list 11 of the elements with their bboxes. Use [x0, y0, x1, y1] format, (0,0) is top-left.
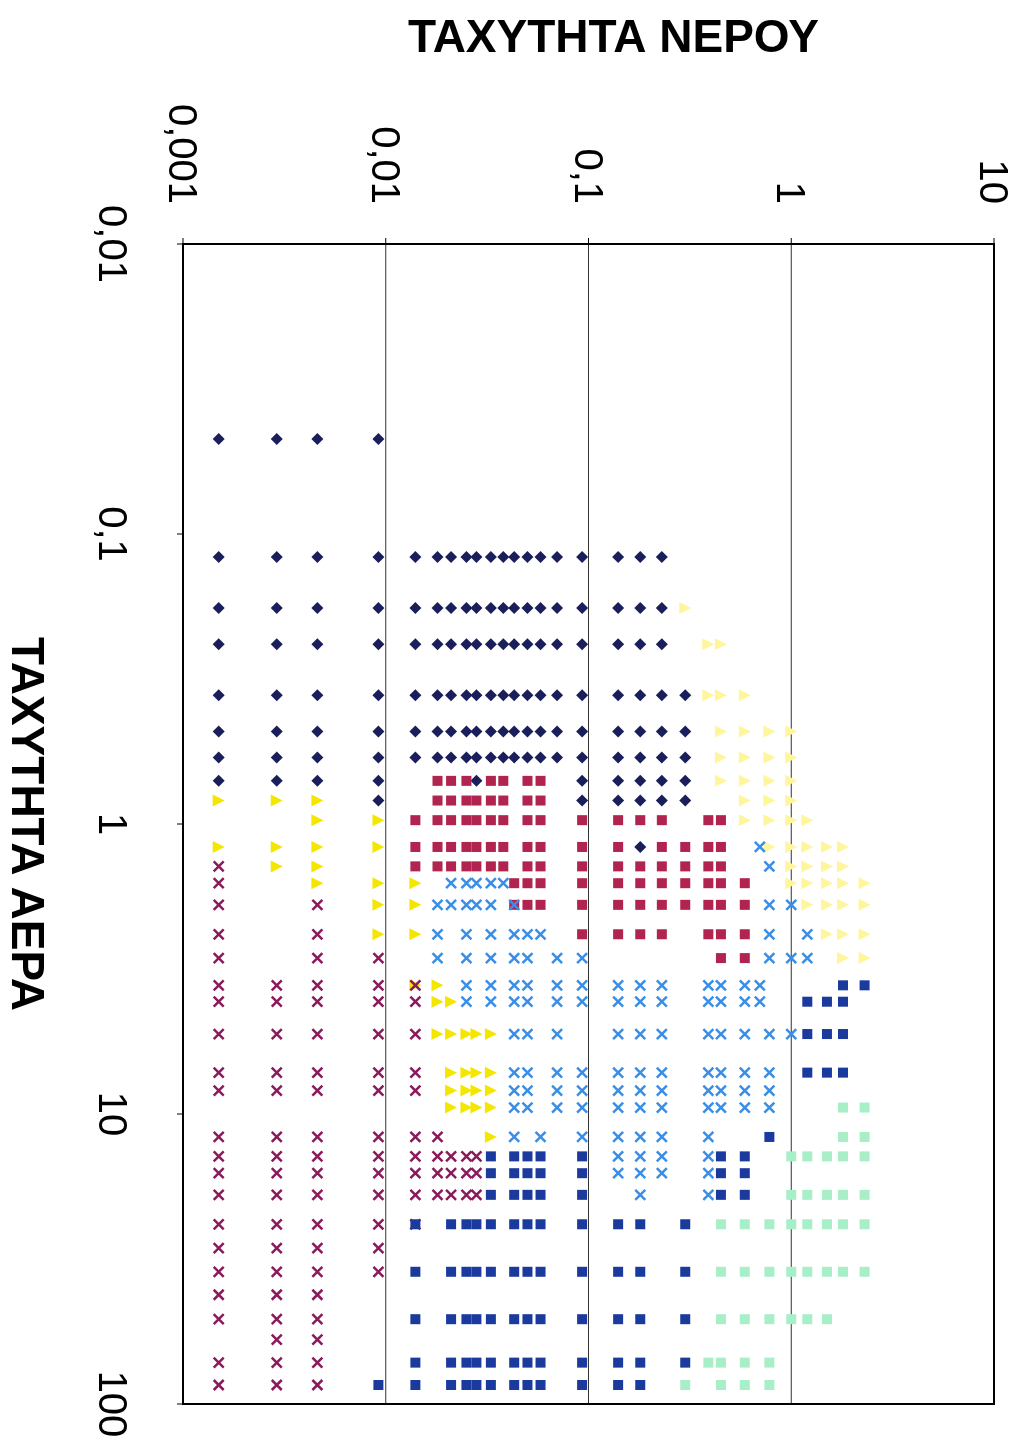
- y-tick-label: 1: [91, 812, 135, 836]
- x-tick-label: 0,01: [363, 126, 408, 204]
- y-axis-title: ΤΑΧΥΤΗΤΑ ΑΕΡΑ: [2, 637, 54, 1011]
- y-tick-label: 0,1: [91, 506, 135, 562]
- x-tick-label: 1: [769, 181, 814, 204]
- x-tick-label: 0,1: [566, 148, 611, 204]
- y-tick-label: 10: [91, 1091, 135, 1137]
- x-tick-label: 10: [972, 159, 1016, 204]
- x-tick-label: 0,001: [161, 103, 205, 204]
- y-tick-label: 100: [91, 1370, 135, 1438]
- x-axis-title: ΤΑΧΥΤΗΤΑ ΝΕΡΟΥ: [407, 10, 820, 62]
